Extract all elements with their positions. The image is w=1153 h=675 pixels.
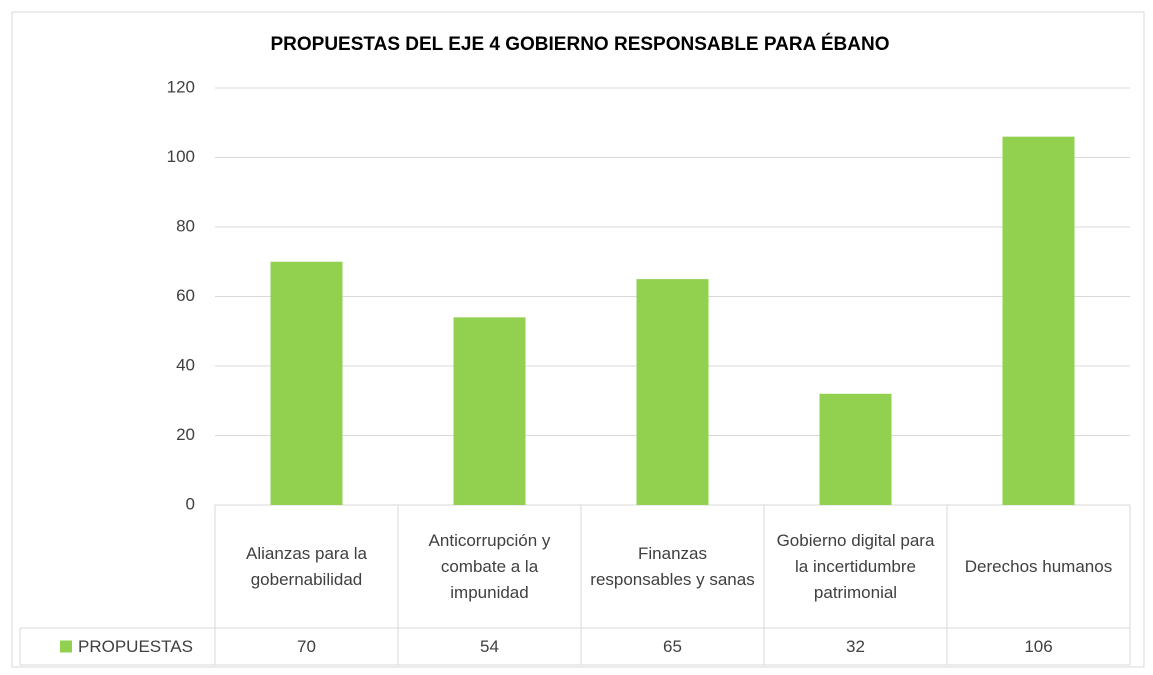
chart-border — [11, 11, 1145, 668]
x-tick-label: Gobierno digital para la incertidumbre p… — [776, 530, 935, 602]
bar — [270, 261, 343, 505]
x-tick-label: Derechos humanos — [964, 556, 1113, 576]
y-tick-label: 20 — [176, 425, 195, 444]
bar — [636, 279, 709, 505]
x-tick-label: Finanzas responsables y sanas — [590, 543, 755, 589]
table-value: 32 — [846, 637, 865, 656]
table-value: 65 — [663, 637, 682, 656]
y-tick-label: 120 — [167, 77, 195, 96]
bar — [819, 393, 892, 505]
table-value: 54 — [480, 637, 499, 656]
chart-title: PROPUESTAS DEL EJE 4 GOBIERNO RESPONSABL… — [270, 33, 889, 55]
y-tick-label: 80 — [176, 216, 195, 235]
legend-key — [60, 640, 72, 653]
x-tick-label: Anticorrupción y combate a la impunidad — [428, 530, 551, 602]
legend-label: PROPUESTAS — [78, 637, 193, 656]
y-tick-label: 60 — [176, 286, 195, 305]
table-value: 106 — [1024, 637, 1052, 656]
y-tick-label: 0 — [186, 494, 195, 513]
x-tick-label: Alianzas para la gobernabilidad — [246, 543, 367, 589]
y-tick-label: 100 — [167, 147, 195, 166]
bar — [1002, 136, 1075, 505]
bar — [453, 317, 526, 505]
table-value: 70 — [297, 637, 316, 656]
y-tick-label: 40 — [176, 355, 195, 374]
